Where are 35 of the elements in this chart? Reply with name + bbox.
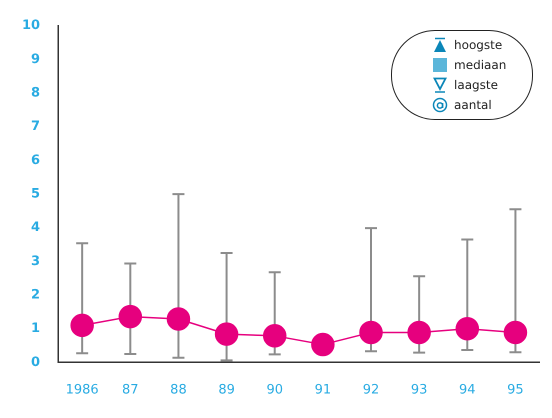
annotation: mediaan — [454, 58, 506, 72]
point — [456, 316, 480, 340]
y-tick-label: 1 — [31, 321, 40, 336]
y-tick-label: 10 — [22, 18, 40, 34]
annotation: hoogste — [454, 38, 502, 52]
point — [407, 320, 431, 344]
annotation: laagste — [454, 78, 498, 92]
x-tick-label: 88 — [170, 382, 187, 398]
x-tick-label: 94 — [459, 382, 476, 398]
point — [118, 304, 142, 328]
annotation: aantal — [454, 98, 492, 112]
point — [166, 307, 190, 331]
point — [70, 314, 94, 338]
point — [214, 322, 238, 346]
y-tick-label: 5 — [31, 186, 40, 202]
y-tick-label: 7 — [31, 119, 40, 134]
x-tick-label: 87 — [122, 382, 139, 398]
x-tick-label: 1986 — [66, 382, 99, 398]
y-tick-label: 8 — [31, 85, 40, 100]
y-tick-label: 6 — [31, 152, 40, 168]
point — [262, 324, 286, 348]
x-tick-label: 89 — [218, 382, 235, 398]
y-tick-label: 0 — [31, 354, 40, 370]
y-tick-label: 9 — [31, 52, 40, 67]
x-tick-label: 90 — [266, 382, 283, 398]
point — [311, 332, 335, 356]
y-tick-label: 2 — [31, 287, 40, 302]
x-tick-label: 93 — [410, 382, 428, 398]
point — [359, 320, 383, 344]
x-tick-label: 92 — [362, 382, 380, 398]
x-tick-label: 91 — [314, 382, 332, 398]
point — [504, 320, 528, 344]
x-tick-label: 95 — [507, 382, 524, 398]
y-tick-label: 3 — [31, 254, 40, 269]
y-tick-label: 4 — [31, 220, 40, 236]
